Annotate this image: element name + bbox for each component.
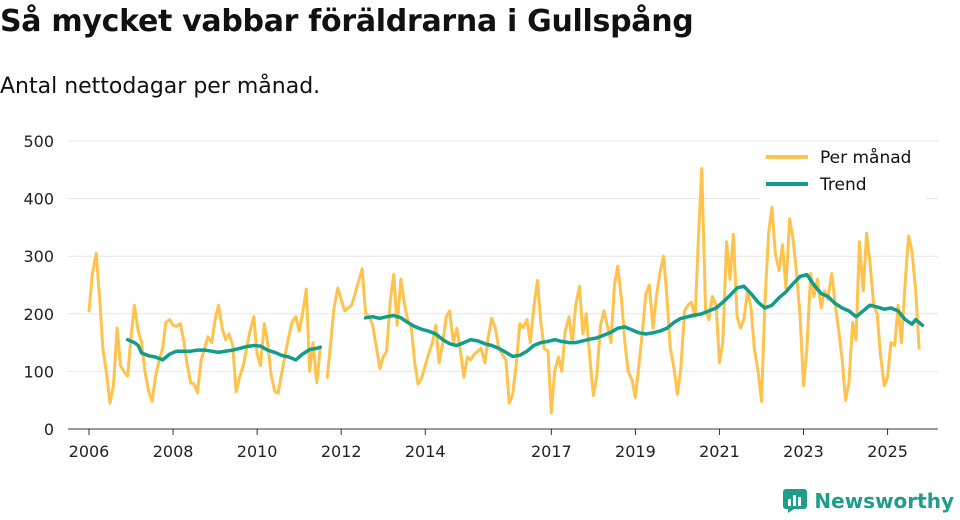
x-tick-label: 2012: [321, 442, 362, 461]
bar-chart-icon: [783, 489, 808, 513]
legend-background: [760, 143, 926, 201]
x-tick-label: 2025: [867, 442, 908, 461]
x-tick-label: 2008: [153, 442, 194, 461]
y-tick-label: 200: [23, 305, 54, 324]
y-tick-label: 500: [23, 132, 54, 151]
series-line-per-manad: [87, 167, 921, 415]
legend-label: Per månad: [820, 147, 911, 168]
x-tick-label: 2014: [405, 442, 446, 461]
x-tick-label: 2010: [237, 442, 278, 461]
x-tick-label: 2006: [69, 442, 110, 461]
chart-title: Så mycket vabbar föräldrarna i Gullspång: [0, 4, 694, 39]
series-line-trend: [125, 272, 925, 362]
y-tick-label: 300: [23, 247, 54, 266]
x-tick-label: 2021: [699, 442, 740, 461]
y-tick-label: 400: [23, 190, 54, 209]
x-tick-label: 2023: [783, 442, 824, 461]
legend-label: Trend: [819, 175, 867, 195]
x-tick-label: 2017: [531, 442, 572, 461]
brand-name: Newsworthy: [814, 489, 954, 513]
y-tick-label: 0: [44, 420, 54, 439]
y-tick-label: 100: [23, 362, 54, 381]
chart-subtitle: Antal nettodagar per månad.: [0, 74, 321, 99]
newsworthy-logo: Newsworthy: [782, 488, 954, 514]
x-tick-label: 2019: [615, 442, 656, 461]
